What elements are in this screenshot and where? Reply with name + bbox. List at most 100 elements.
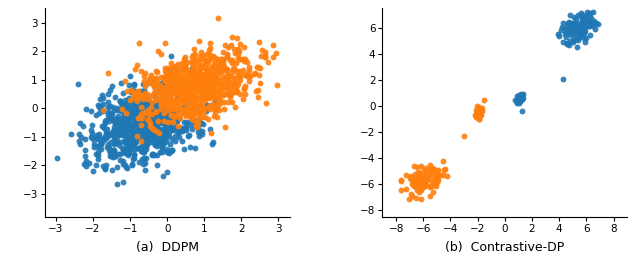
Point bbox=[132, 116, 142, 120]
Point bbox=[152, 96, 162, 101]
Point bbox=[93, 152, 103, 157]
Point bbox=[147, 126, 157, 131]
Point bbox=[184, 103, 195, 108]
Point bbox=[93, 132, 104, 136]
Point bbox=[128, 138, 138, 142]
Point bbox=[207, 77, 217, 81]
Point bbox=[140, 71, 150, 76]
Point bbox=[185, 111, 195, 115]
Point bbox=[138, 104, 148, 108]
Point bbox=[223, 74, 233, 79]
Point bbox=[189, 47, 200, 51]
Point bbox=[124, 145, 134, 149]
Point bbox=[161, 113, 171, 118]
Point bbox=[204, 92, 214, 96]
Point bbox=[145, 129, 155, 133]
Point bbox=[129, 143, 140, 148]
Point bbox=[179, 108, 189, 112]
Point bbox=[211, 96, 221, 101]
Point bbox=[177, 83, 187, 87]
Point bbox=[139, 155, 149, 160]
Point bbox=[95, 138, 106, 142]
Point bbox=[139, 138, 149, 142]
Point bbox=[190, 98, 200, 103]
Point bbox=[137, 118, 147, 123]
Point bbox=[144, 99, 154, 104]
Point bbox=[207, 81, 218, 85]
Point bbox=[153, 121, 163, 125]
Point bbox=[255, 81, 265, 86]
Point bbox=[180, 91, 191, 96]
Point bbox=[141, 136, 151, 140]
Point bbox=[227, 100, 237, 104]
Point bbox=[576, 31, 586, 35]
Point bbox=[250, 71, 260, 75]
Point bbox=[207, 80, 218, 84]
Point bbox=[515, 96, 525, 101]
Point bbox=[163, 107, 173, 111]
Point bbox=[204, 84, 214, 88]
Point bbox=[230, 69, 241, 74]
Point bbox=[156, 104, 166, 108]
Point bbox=[154, 101, 164, 106]
Point bbox=[102, 131, 112, 136]
Point bbox=[98, 108, 108, 112]
Point bbox=[165, 71, 175, 75]
Point bbox=[163, 72, 173, 76]
Point bbox=[147, 153, 157, 157]
Point bbox=[168, 103, 178, 108]
Point bbox=[120, 120, 130, 124]
Point bbox=[515, 94, 525, 99]
Point bbox=[212, 57, 222, 61]
Point bbox=[155, 95, 165, 100]
Point bbox=[207, 95, 217, 99]
Point bbox=[116, 121, 127, 125]
Point bbox=[141, 129, 151, 134]
Point bbox=[206, 91, 216, 95]
Point bbox=[182, 103, 193, 107]
Point bbox=[105, 151, 115, 155]
Point bbox=[474, 108, 484, 113]
Point bbox=[212, 16, 223, 20]
Point bbox=[574, 33, 584, 37]
Point bbox=[143, 108, 153, 112]
Point bbox=[164, 68, 175, 72]
Point bbox=[169, 109, 179, 113]
Point bbox=[426, 184, 436, 188]
Point bbox=[421, 174, 431, 179]
Point bbox=[164, 104, 174, 108]
Point bbox=[474, 108, 484, 112]
Point bbox=[100, 136, 111, 140]
Point bbox=[149, 137, 159, 142]
Point bbox=[184, 108, 195, 113]
Point bbox=[123, 145, 133, 149]
Point bbox=[140, 122, 150, 127]
Point bbox=[571, 27, 581, 31]
Point bbox=[193, 70, 204, 75]
Point bbox=[124, 106, 134, 111]
Point bbox=[417, 183, 428, 188]
Point bbox=[129, 141, 140, 145]
Point bbox=[210, 97, 220, 102]
Point bbox=[554, 32, 564, 36]
Point bbox=[120, 131, 130, 136]
Point bbox=[105, 115, 115, 119]
Point bbox=[160, 89, 170, 93]
Point bbox=[145, 124, 155, 128]
Point bbox=[120, 79, 130, 83]
Point bbox=[120, 125, 131, 130]
Point bbox=[118, 128, 128, 132]
Point bbox=[517, 108, 527, 113]
Point bbox=[201, 71, 211, 75]
Point bbox=[569, 28, 579, 32]
Point bbox=[427, 166, 437, 170]
Point bbox=[158, 106, 168, 110]
Point bbox=[184, 93, 195, 97]
Point bbox=[577, 13, 587, 17]
Point bbox=[588, 10, 598, 14]
Point bbox=[143, 128, 154, 132]
Point bbox=[252, 64, 262, 69]
Point bbox=[95, 96, 106, 101]
Point bbox=[185, 96, 195, 101]
Point bbox=[116, 122, 126, 127]
